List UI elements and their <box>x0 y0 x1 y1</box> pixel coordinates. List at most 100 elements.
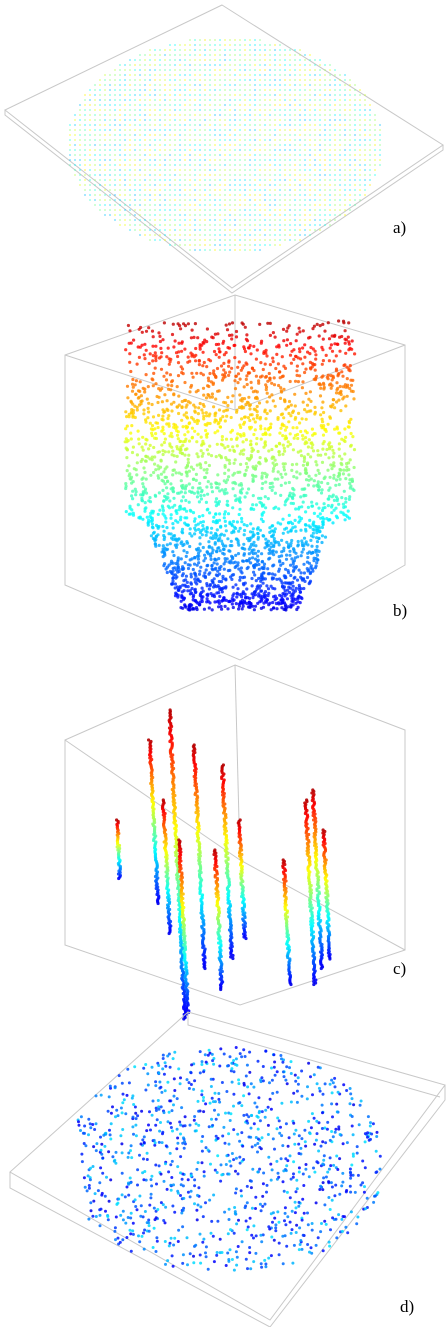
point <box>264 54 266 56</box>
point <box>170 513 173 516</box>
point <box>128 361 131 364</box>
point <box>154 99 156 101</box>
point <box>306 552 309 555</box>
point <box>147 385 150 388</box>
point <box>269 134 271 136</box>
point <box>239 527 242 530</box>
point <box>369 174 371 176</box>
point <box>259 144 261 146</box>
point <box>206 384 209 387</box>
point <box>208 545 211 548</box>
point <box>364 99 366 101</box>
point <box>269 74 271 76</box>
point <box>179 44 181 46</box>
point <box>214 69 216 71</box>
point <box>213 350 216 353</box>
point <box>139 154 141 156</box>
point <box>216 562 219 565</box>
point <box>269 239 271 241</box>
point <box>189 149 191 151</box>
point <box>231 557 234 560</box>
point <box>266 380 269 383</box>
point <box>348 482 351 485</box>
point <box>322 338 325 341</box>
point <box>179 54 181 56</box>
point <box>74 114 76 116</box>
point <box>94 154 96 156</box>
point <box>167 450 170 453</box>
point <box>289 169 291 171</box>
point <box>227 475 230 478</box>
point <box>231 602 234 605</box>
point <box>259 184 261 186</box>
point <box>284 134 286 136</box>
point <box>234 199 236 201</box>
point <box>290 404 293 407</box>
point <box>307 506 310 509</box>
point <box>294 418 297 421</box>
point <box>313 479 316 482</box>
point <box>154 209 156 211</box>
point <box>225 415 228 418</box>
point <box>169 219 171 221</box>
point <box>214 119 216 121</box>
point <box>144 219 146 221</box>
point <box>311 434 314 437</box>
point <box>214 44 216 46</box>
point <box>279 69 281 71</box>
point <box>224 520 227 523</box>
point <box>219 144 221 146</box>
point <box>236 381 239 384</box>
point <box>234 94 236 96</box>
point <box>279 54 281 56</box>
point <box>294 159 296 161</box>
point <box>269 334 272 337</box>
point <box>167 347 170 350</box>
point <box>359 139 361 141</box>
point <box>79 174 81 176</box>
point <box>167 388 170 391</box>
point <box>158 335 161 338</box>
point <box>279 199 281 201</box>
point <box>256 414 259 417</box>
point <box>223 374 226 377</box>
point <box>337 319 340 322</box>
point <box>174 199 176 201</box>
point <box>334 139 336 141</box>
point <box>314 189 316 191</box>
point <box>264 129 266 131</box>
point <box>322 426 325 429</box>
point <box>290 605 293 608</box>
point <box>166 399 169 402</box>
point <box>114 129 116 131</box>
point <box>134 144 136 146</box>
point <box>280 484 283 487</box>
point <box>314 89 316 91</box>
point <box>184 84 186 86</box>
point <box>197 552 200 555</box>
point <box>199 179 201 181</box>
point <box>134 164 136 166</box>
point <box>155 535 158 538</box>
point <box>139 139 141 141</box>
point <box>164 194 166 196</box>
point <box>129 124 131 126</box>
point <box>251 556 254 559</box>
point <box>109 159 111 161</box>
point <box>314 566 317 569</box>
point <box>199 214 201 216</box>
point <box>204 154 206 156</box>
point <box>184 499 187 502</box>
point <box>292 448 295 451</box>
point <box>179 74 181 76</box>
point <box>284 114 286 116</box>
point <box>354 159 356 161</box>
point <box>190 336 193 339</box>
point <box>242 440 245 443</box>
point <box>239 119 241 121</box>
point <box>341 397 344 400</box>
point <box>379 164 381 166</box>
point <box>194 104 196 106</box>
point <box>314 94 316 96</box>
point <box>289 159 291 161</box>
